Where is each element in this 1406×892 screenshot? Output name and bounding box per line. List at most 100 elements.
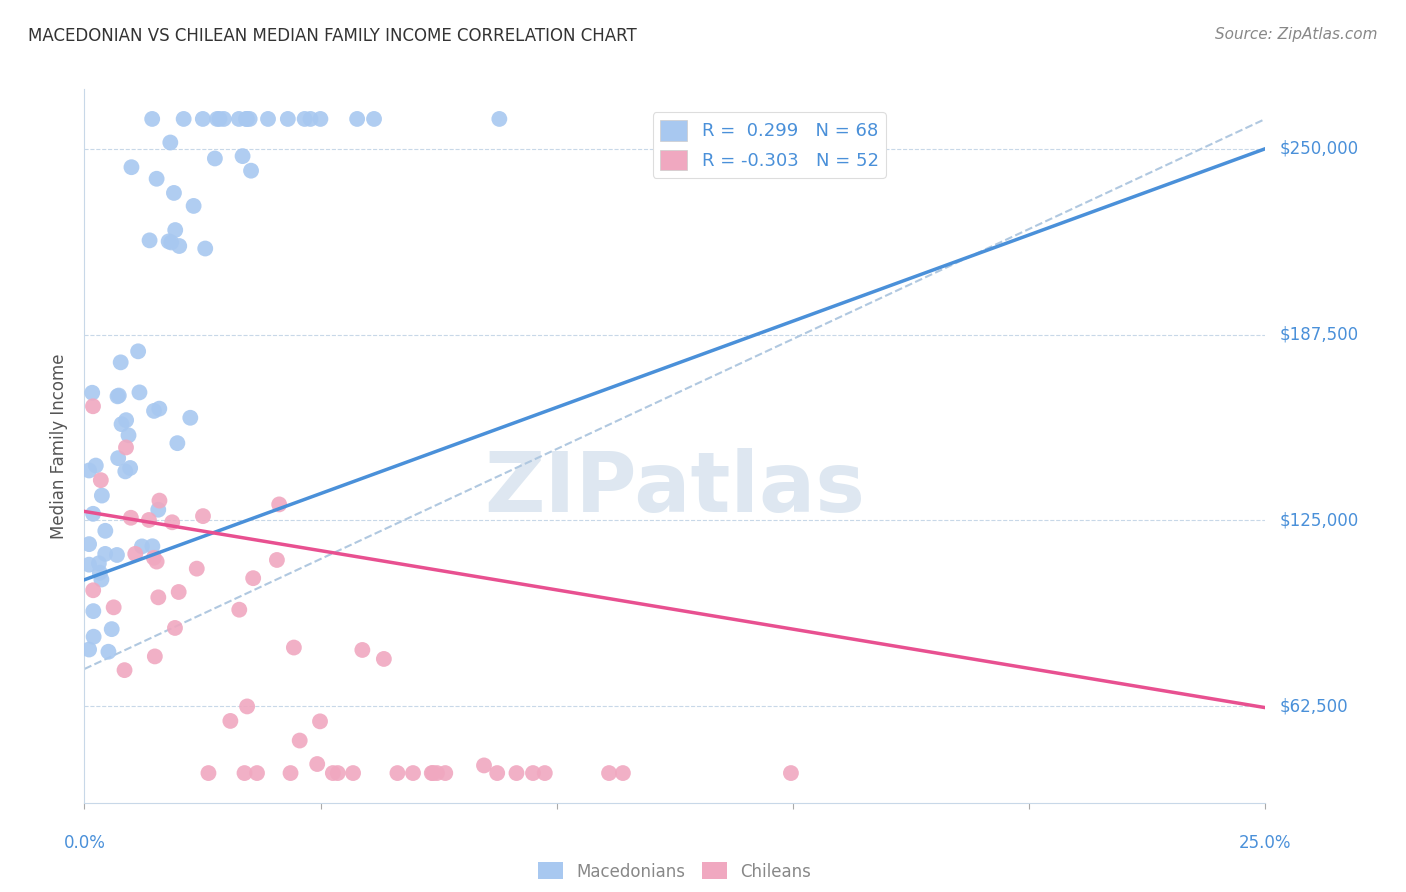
Point — [94, 547, 117, 561]
Point — [167, 239, 190, 253]
Point — [472, 758, 495, 772]
Point — [191, 509, 214, 524]
Point — [422, 766, 444, 780]
Point — [110, 355, 132, 369]
Point — [157, 235, 180, 249]
Point — [94, 524, 117, 538]
Point — [128, 385, 150, 400]
Point — [191, 112, 214, 126]
Point — [533, 766, 555, 780]
Legend: R =  0.299   N = 68, R = -0.303   N = 52: R = 0.299 N = 68, R = -0.303 N = 52 — [652, 112, 886, 178]
Point — [299, 112, 322, 126]
Point — [127, 344, 149, 359]
Point — [138, 233, 160, 247]
Point — [117, 428, 139, 442]
Point — [148, 502, 170, 516]
Point — [307, 757, 329, 772]
Point — [120, 461, 142, 475]
Point — [131, 540, 153, 554]
Point — [486, 766, 509, 780]
Point — [179, 410, 201, 425]
Point — [115, 413, 138, 427]
Point — [87, 557, 110, 571]
Point — [100, 622, 122, 636]
Y-axis label: Median Family Income: Median Family Income — [51, 353, 69, 539]
Point — [145, 555, 167, 569]
Point — [90, 473, 112, 487]
Point — [138, 513, 160, 527]
Point — [266, 553, 288, 567]
Point — [280, 766, 302, 780]
Point — [233, 766, 256, 780]
Point — [145, 171, 167, 186]
Text: ZIPatlas: ZIPatlas — [485, 449, 865, 529]
Point — [309, 112, 332, 126]
Point — [232, 149, 254, 163]
Point — [288, 733, 311, 747]
Point — [387, 766, 409, 780]
Point — [197, 766, 219, 780]
Point — [148, 493, 170, 508]
Point — [107, 389, 129, 403]
Point — [208, 112, 231, 126]
Point — [363, 112, 385, 126]
Point — [204, 152, 226, 166]
Point — [82, 385, 104, 400]
Point — [352, 643, 374, 657]
Point — [77, 463, 100, 477]
Point — [326, 766, 349, 780]
Point — [236, 112, 259, 126]
Point — [90, 573, 112, 587]
Point — [257, 112, 280, 126]
Point — [84, 458, 107, 473]
Point — [143, 649, 166, 664]
Point — [114, 663, 136, 677]
Point — [426, 766, 449, 780]
Point — [283, 640, 305, 655]
Text: Source: ZipAtlas.com: Source: ZipAtlas.com — [1215, 27, 1378, 42]
Point — [167, 585, 190, 599]
Point — [120, 510, 142, 524]
Point — [294, 112, 316, 126]
Point — [269, 497, 291, 511]
Point — [522, 766, 544, 780]
Point — [77, 558, 100, 572]
Point — [246, 766, 269, 780]
Point — [148, 401, 170, 416]
Point — [346, 112, 368, 126]
Point — [110, 417, 132, 431]
Point — [242, 571, 264, 585]
Point — [780, 766, 803, 780]
Point — [505, 766, 527, 780]
Point — [124, 547, 146, 561]
Text: 25.0%: 25.0% — [1239, 834, 1292, 852]
Point — [142, 550, 165, 565]
Point — [141, 112, 163, 126]
Point — [103, 600, 125, 615]
Point — [186, 561, 208, 575]
Point — [141, 539, 163, 553]
Point — [82, 507, 104, 521]
Point — [148, 591, 170, 605]
Point — [173, 112, 195, 126]
Point — [342, 766, 364, 780]
Point — [90, 489, 112, 503]
Text: $250,000: $250,000 — [1279, 140, 1358, 158]
Point — [488, 112, 510, 126]
Point — [105, 548, 128, 562]
Point — [163, 186, 186, 200]
Text: 0.0%: 0.0% — [63, 834, 105, 852]
Point — [82, 604, 104, 618]
Point — [160, 516, 183, 530]
Point — [143, 404, 166, 418]
Point — [166, 436, 188, 450]
Text: MACEDONIAN VS CHILEAN MEDIAN FAMILY INCOME CORRELATION CHART: MACEDONIAN VS CHILEAN MEDIAN FAMILY INCO… — [28, 27, 637, 45]
Point — [322, 766, 344, 780]
Point — [114, 464, 136, 478]
Point — [205, 112, 228, 126]
Point — [240, 163, 263, 178]
Point — [82, 583, 104, 598]
Point — [165, 223, 187, 237]
Point — [163, 621, 186, 635]
Point — [120, 160, 142, 174]
